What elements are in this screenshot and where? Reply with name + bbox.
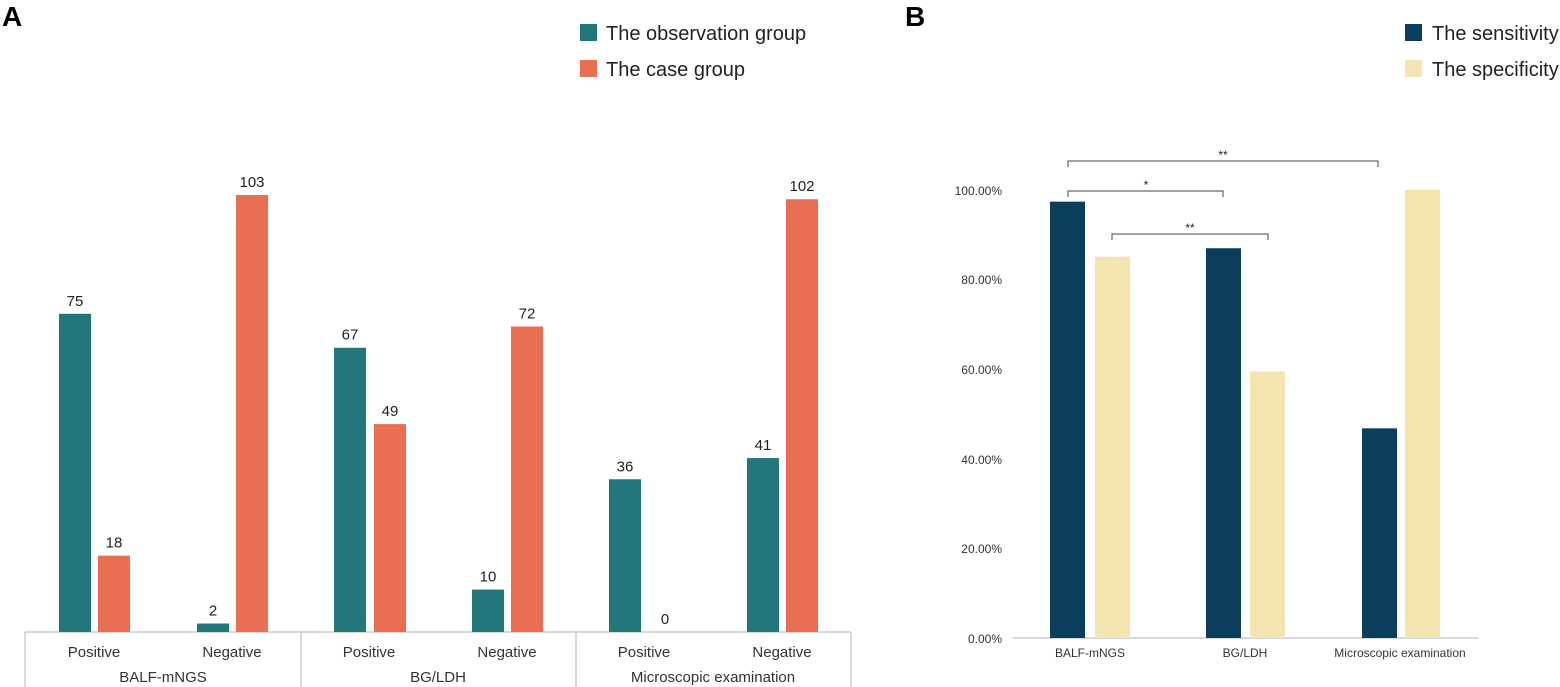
bar-observation-microscopic-positive (609, 479, 641, 632)
b-ytick-80: 80.00% (961, 273, 1002, 287)
significance-label-3: ** (1185, 221, 1195, 235)
a-group-label-microscopic: Microscopic examination (631, 669, 795, 686)
significance-label-2: * (1144, 178, 1149, 192)
bar-case-bgldh-positive (374, 424, 406, 632)
legend-sensitivity-label: The sensitivity (1432, 23, 1559, 45)
label-case-microscopic-negative: 102 (789, 178, 814, 195)
label-observation-bgldh-negative: 10 (480, 569, 497, 586)
b-ytick-20: 20.00% (961, 542, 1002, 556)
panel-a-axis (24, 631, 852, 687)
legend-observation-label: The observation group (606, 23, 806, 45)
label-observation-balf-positive: 75 (67, 293, 84, 310)
label-observation-balf-negative: 2 (209, 603, 217, 620)
bar-observation-bgldh-negative (472, 589, 504, 632)
b-ytick-100: 100.00% (955, 184, 1003, 198)
bar-specificity-bgldh (1250, 371, 1285, 638)
a-tick-negative-3: Negative (752, 644, 811, 661)
a-tick-negative-2: Negative (477, 644, 536, 661)
b-ytick-60: 60.00% (961, 363, 1002, 377)
label-case-microscopic-positive: 0 (661, 611, 669, 628)
a-tick-negative-1: Negative (202, 644, 261, 661)
a-tick-positive-3: Positive (618, 644, 671, 661)
a-group-label-balf: BALF-mNGS (119, 669, 207, 686)
bar-specificity-microscopic (1405, 190, 1440, 638)
bar-case-microscopic-negative (786, 199, 818, 632)
a-group-label-bgldh: BG/LDH (410, 669, 466, 686)
a-tick-positive-2: Positive (343, 644, 396, 661)
bar-case-balf-positive (98, 555, 130, 632)
bar-sensitivity-bgldh (1206, 248, 1241, 639)
panel-b-label: B (905, 1, 925, 32)
panel-a-bars: 75 2 67 10 36 41 18 103 49 72 0 102 (59, 174, 818, 632)
panel-b-bars (1050, 190, 1440, 639)
a-tick-positive-1: Positive (68, 644, 121, 661)
bar-observation-microscopic-negative (747, 458, 779, 632)
significance-bracket-balf-bgldh (1067, 190, 1224, 197)
b-ytick-40: 40.00% (961, 453, 1002, 467)
legend-case-label: The case group (606, 59, 745, 81)
significance-bracket-spec-balf-bgldh (1111, 233, 1269, 240)
label-observation-microscopic-positive: 36 (617, 458, 634, 475)
bar-case-bgldh-negative (511, 326, 543, 632)
label-case-bgldh-negative: 72 (519, 306, 536, 323)
b-tick-balf: BALF-mNGS (1055, 646, 1125, 660)
label-case-bgldh-positive: 49 (382, 403, 399, 420)
label-observation-bgldh-positive: 67 (342, 327, 359, 344)
bar-observation-balf-negative (197, 623, 229, 632)
legend-observation-swatch (580, 24, 597, 41)
b-tick-microscopic: Microscopic examination (1334, 646, 1465, 660)
legend-specificity-swatch (1405, 60, 1422, 77)
significance-bracket-balf-microscopic (1067, 160, 1379, 167)
bar-observation-bgldh-positive (334, 347, 366, 632)
panel-a-label: A (2, 1, 22, 32)
b-ytick-0: 0.00% (968, 632, 1002, 646)
significance-label-1: ** (1218, 148, 1228, 162)
bar-sensitivity-balf (1050, 201, 1085, 638)
label-observation-microscopic-negative: 41 (755, 437, 772, 454)
bar-specificity-balf (1095, 256, 1130, 638)
legend-case-swatch (580, 60, 597, 77)
label-case-balf-negative: 103 (239, 174, 264, 191)
legend-sensitivity-swatch (1405, 24, 1422, 41)
label-case-balf-positive: 18 (106, 535, 123, 552)
bar-sensitivity-microscopic (1362, 428, 1397, 638)
legend-specificity-label: The specificity (1432, 59, 1559, 81)
bar-observation-balf-positive (59, 313, 91, 632)
b-tick-bgldh: BG/LDH (1223, 646, 1268, 660)
bar-case-balf-negative (236, 195, 268, 632)
